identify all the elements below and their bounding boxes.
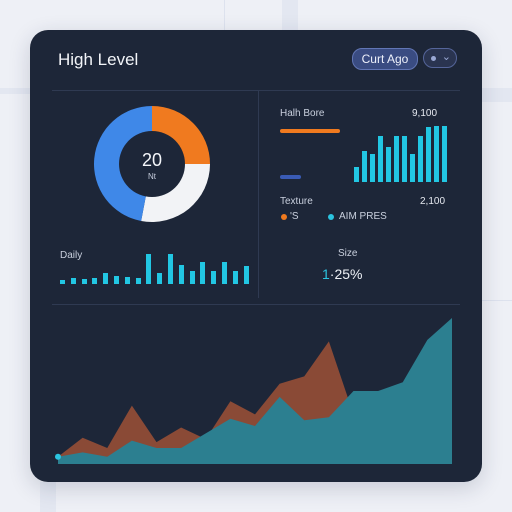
chevron-down-icon: ⌄ [441,51,451,63]
donut-value: 20 [141,150,163,170]
bar [114,275,119,284]
texture-label: Texture [280,196,313,207]
bar [402,136,407,182]
daily-bar-chart [60,254,250,284]
area-series-front [58,318,452,464]
bar [200,261,206,284]
bar [243,265,249,284]
bar [70,278,76,284]
bar [81,278,87,284]
background-grid-line [224,0,225,30]
texture-value: 2,100 [420,196,446,207]
bar [370,154,375,182]
size-value: 1·25% [322,266,362,282]
legend-dot-cyan [328,214,334,220]
bar [178,265,184,284]
bar [418,136,423,182]
bar [222,262,227,284]
donut-hole [119,131,185,197]
bar [157,272,163,284]
area-start-point [55,453,61,460]
legend-label: AIM PRES [339,211,387,222]
bar [410,154,415,182]
orange-stat-bar [280,129,341,133]
bar [103,272,109,284]
view-toggle[interactable]: ⌄ [423,48,457,68]
size-label: Size [338,248,358,259]
bar [442,126,447,182]
background-block [482,92,512,102]
halh-bore-bar-chart [354,126,448,182]
halh-bore-value: 9,100 [412,108,438,119]
bar [92,278,98,284]
daily-label: Daily [60,250,83,261]
background-block [40,482,56,512]
bar [354,167,359,182]
bar [362,150,367,182]
size-value-prefix: 1 [322,266,330,282]
bar [378,136,383,182]
legend-dot-orange [281,214,287,220]
bar [135,278,141,284]
bar [232,270,238,284]
dashboard-panel: High Level Curt Ago ⌄ 20 Nt Halh Bore 9,… [30,30,482,482]
bar [189,270,195,284]
page-title: High Level [58,50,139,69]
area-chart [52,306,460,464]
bar [168,254,173,284]
period-button[interactable]: Curt Ago [352,48,418,70]
divider [52,90,460,91]
bar [124,277,130,284]
divider [52,304,460,305]
bar [60,280,65,284]
toggle-knob [431,56,436,61]
blue-stat-bar [280,175,301,179]
bar [146,254,152,284]
halh-bore-label: Halh Bore [280,108,325,119]
size-value-rest: ·25% [329,266,363,282]
bar [434,126,439,182]
bar [211,270,217,284]
background-block [282,0,298,30]
legend-label: 'S [290,211,299,222]
divider [258,90,259,298]
donut-chart: 20 Nt [93,106,210,222]
background-grid-line [482,300,512,301]
bar [386,147,391,182]
bar [426,127,431,182]
donut-label: Nt [148,172,156,181]
bar [394,136,399,182]
